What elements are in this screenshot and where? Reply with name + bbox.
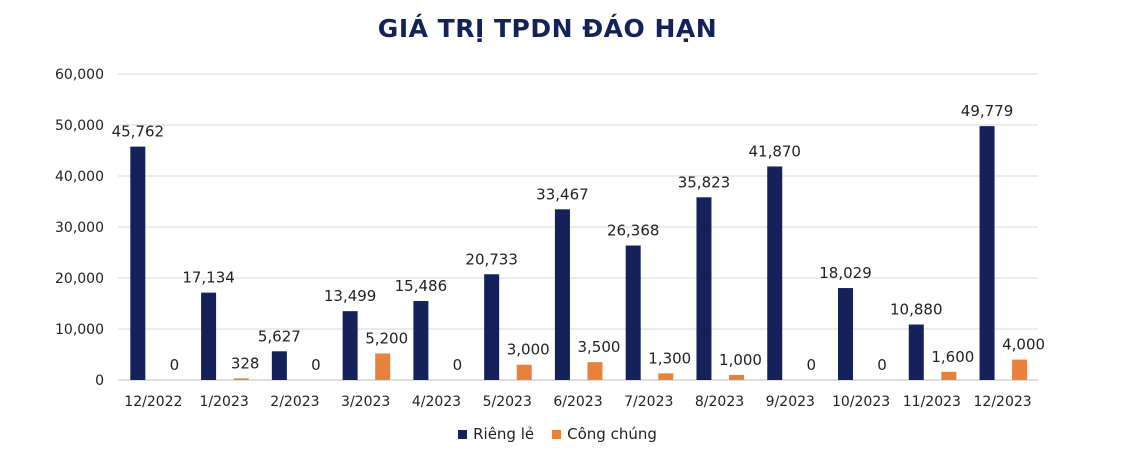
data-label-rieng-le: 17,134 <box>182 269 235 287</box>
data-label-cong-chung: 4,000 <box>1002 336 1045 354</box>
data-label-cong-chung: 1,000 <box>719 351 762 369</box>
bar-cong-chung <box>587 362 603 380</box>
legend-swatch-rieng-le <box>458 429 468 439</box>
x-tick-label: 4/2023 <box>412 394 461 410</box>
x-tick-label: 9/2023 <box>766 394 815 410</box>
data-label-cong-chung: 328 <box>231 354 260 372</box>
data-label-cong-chung: 0 <box>453 356 463 374</box>
data-label-cong-chung: 0 <box>877 356 887 374</box>
bar-rieng-le <box>838 288 854 380</box>
x-tick-label: 10/2023 <box>832 394 890 410</box>
bar-rieng-le <box>696 197 712 380</box>
chart-title: GIÁ TRỊ TPDN ĐÁO HẠN <box>377 14 718 43</box>
data-label-rieng-le: 13,499 <box>324 287 377 305</box>
bar-cong-chung <box>941 371 957 380</box>
bar-rieng-le <box>130 146 146 380</box>
y-tick-label: 60,000 <box>55 67 104 83</box>
legend-item-cong-chung: Công chúng <box>552 425 657 443</box>
bar-rieng-le <box>342 311 358 380</box>
x-tick-label: 2/2023 <box>270 394 319 410</box>
data-label-rieng-le: 41,870 <box>748 142 801 160</box>
y-tick-label: 40,000 <box>55 169 104 185</box>
y-tick-label: 50,000 <box>55 118 104 134</box>
data-label-cong-chung: 3,000 <box>507 341 550 359</box>
x-tick-label: 12/2023 <box>974 394 1032 410</box>
data-label-rieng-le: 45,762 <box>112 123 165 141</box>
y-tick-label: 10,000 <box>55 322 104 338</box>
bar-rieng-le <box>908 324 924 380</box>
data-label-rieng-le: 35,823 <box>678 173 731 191</box>
legend-label-rieng-le: Riêng lẻ <box>473 425 535 443</box>
data-label-cong-chung: 0 <box>807 356 817 374</box>
data-label-cong-chung: 3,500 <box>578 338 621 356</box>
legend-item-rieng-le: Riêng lẻ <box>458 425 534 443</box>
data-label-cong-chung: 5,200 <box>365 329 408 347</box>
data-label-cong-chung: 1,300 <box>648 349 691 367</box>
x-tick-label: 3/2023 <box>341 394 390 410</box>
x-tick-label: 1/2023 <box>200 394 249 410</box>
bar-cong-chung <box>375 353 391 380</box>
bar-rieng-le <box>625 245 641 380</box>
data-label-rieng-le: 15,486 <box>395 277 448 295</box>
x-tick-label: 7/2023 <box>624 394 673 410</box>
bar-cong-chung <box>658 373 674 380</box>
data-label-cong-chung: 0 <box>311 356 321 374</box>
x-tick-label: 5/2023 <box>483 394 532 410</box>
y-tick-label: 30,000 <box>55 220 104 236</box>
legend-label-cong-chung: Công chúng <box>567 425 657 443</box>
bar-rieng-le <box>413 301 429 380</box>
bar-rieng-le <box>979 126 995 380</box>
data-label-rieng-le: 5,627 <box>258 327 301 345</box>
x-tick-label: 11/2023 <box>903 394 961 410</box>
data-label-rieng-le: 18,029 <box>819 264 872 282</box>
data-label-rieng-le: 10,880 <box>890 301 943 319</box>
x-tick-label: 8/2023 <box>695 394 744 410</box>
x-tick-label: 12/2022 <box>124 394 182 410</box>
chart-legend: Riêng lẻ Công chúng <box>0 425 1115 443</box>
bar-cong-chung <box>1012 359 1028 380</box>
y-tick-label: 20,000 <box>55 271 104 287</box>
data-label-rieng-le: 26,368 <box>607 222 660 240</box>
bar-rieng-le <box>554 209 570 380</box>
y-tick-label: 0 <box>95 373 104 389</box>
data-label-rieng-le: 49,779 <box>961 102 1014 120</box>
bar-cong-chung <box>233 378 249 380</box>
x-tick-label: 6/2023 <box>553 394 602 410</box>
bar-rieng-le <box>201 292 217 380</box>
bar-rieng-le <box>484 274 500 380</box>
bar-rieng-le <box>767 166 783 380</box>
data-label-cong-chung: 1,600 <box>931 348 974 366</box>
data-label-cong-chung: 0 <box>170 356 180 374</box>
bar-rieng-le <box>271 351 287 380</box>
data-label-rieng-le: 20,733 <box>465 250 518 268</box>
bar-cong-chung <box>516 364 532 380</box>
data-label-rieng-le: 33,467 <box>536 185 589 203</box>
legend-swatch-cong-chung <box>552 429 562 439</box>
bar-cong-chung <box>729 374 745 380</box>
